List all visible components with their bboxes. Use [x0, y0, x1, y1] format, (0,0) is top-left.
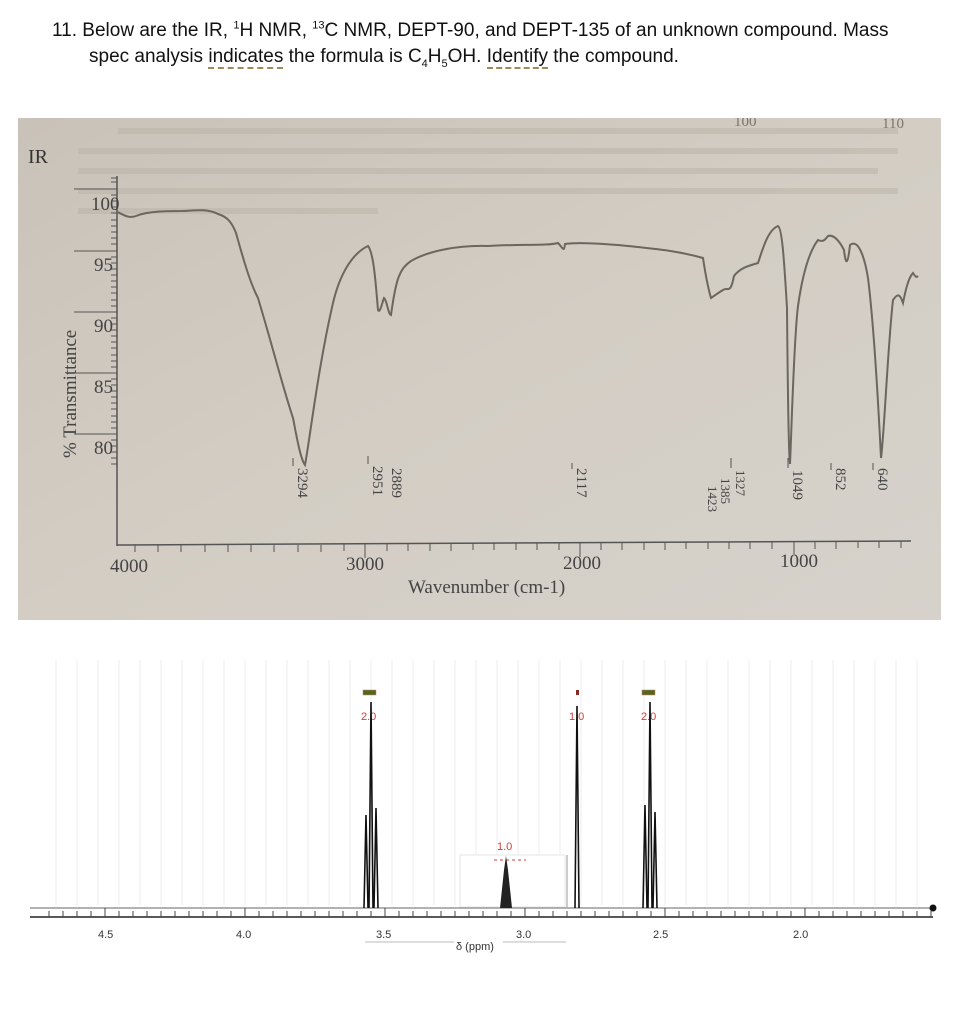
ir-x-tick: 1000	[780, 551, 818, 572]
ir-peak-label: 1423	[705, 486, 720, 512]
question-number: 11.	[52, 20, 78, 41]
nmr-x-tick: 4.0	[236, 929, 251, 941]
nmr-x-tick: 3.0	[516, 929, 531, 941]
ir-x-tick: 2000	[563, 553, 601, 574]
ir-x-tick: 4000	[110, 556, 148, 577]
ir-y-tick: 85	[94, 377, 113, 398]
nmr-x-tick: 3.5	[376, 929, 391, 941]
question-line-1: 11. Below are the IR, 1H NMR, 13C NMR, D…	[52, 19, 889, 41]
spellcheck-word[interactable]: indicates	[208, 46, 284, 69]
ir-x-tick: 3000	[346, 554, 384, 575]
question-line-2: spec analysis indicates the formula is C…	[89, 46, 679, 70]
ir-y-tick: 90	[94, 316, 113, 337]
ir-peak-label: 640	[874, 468, 890, 491]
ir-spectrum-image: 100 110 IR % Transmittance 100 95 90 85	[18, 118, 941, 620]
bg-page-number: 100	[734, 118, 757, 130]
bg-page-number: 110	[882, 118, 904, 132]
ir-peak-label: 1385	[718, 478, 733, 504]
ir-peak-label: 2117	[573, 468, 589, 498]
nmr-x-tick: 2.0	[793, 929, 808, 941]
nmr-x-tick: 4.5	[98, 929, 113, 941]
ir-peak-label: 1327	[733, 470, 748, 497]
ir-x-axis-label: Wavenumber (cm-1)	[408, 577, 565, 598]
integration-label: 2.0	[361, 711, 376, 723]
ir-y-axis-label: % Transmittance	[60, 330, 81, 458]
integration-label: 2.0	[641, 711, 656, 723]
nmr-spectrum: 4.5 4.0 3.5 3.0 2.5 2.0 δ (ppm) 2.0 1.0 …	[28, 660, 940, 960]
question-text: 11. Below are the IR, 1H NMR, 13C NMR, D…	[52, 18, 952, 70]
integration-label: 1.0	[497, 841, 512, 853]
ir-y-tick: 80	[94, 438, 113, 459]
ir-y-tick: 100	[91, 194, 120, 215]
nmr-x-axis-label: δ (ppm)	[456, 941, 494, 953]
ir-peak-label: 2951	[369, 466, 385, 496]
ir-peak-label: 1049	[789, 470, 805, 500]
spellcheck-word[interactable]: Identify	[486, 46, 548, 69]
ir-peak-label: 3294	[294, 468, 310, 499]
ir-peak-label: 852	[832, 468, 848, 491]
ir-label: IR	[28, 146, 49, 168]
ir-peak-label: 2889	[388, 468, 404, 498]
nmr-x-tick: 2.5	[653, 929, 668, 941]
ir-y-tick: 95	[94, 255, 113, 276]
